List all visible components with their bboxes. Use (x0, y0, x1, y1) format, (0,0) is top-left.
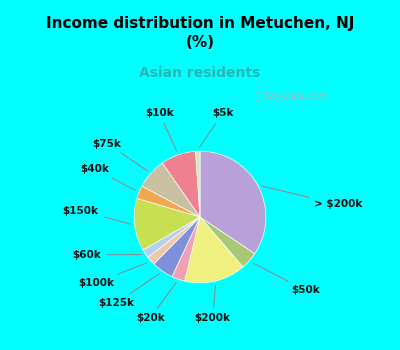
Text: $150k: $150k (63, 206, 131, 224)
Wedge shape (134, 198, 200, 250)
Text: $20k: $20k (136, 282, 176, 323)
Text: $50k: $50k (253, 263, 320, 295)
Text: Income distribution in Metuchen, NJ
(%): Income distribution in Metuchen, NJ (%) (46, 16, 354, 50)
Wedge shape (137, 186, 200, 217)
Wedge shape (154, 217, 200, 276)
Text: $100k: $100k (78, 262, 147, 288)
Wedge shape (200, 151, 266, 254)
Wedge shape (148, 217, 200, 264)
Wedge shape (196, 151, 200, 217)
Text: $40k: $40k (80, 164, 136, 190)
Wedge shape (142, 163, 200, 217)
Text: $200k: $200k (195, 285, 231, 323)
Text: $5k: $5k (199, 108, 234, 148)
Text: Asian residents: Asian residents (139, 66, 261, 80)
Text: $10k: $10k (145, 108, 177, 151)
Wedge shape (200, 217, 255, 267)
Wedge shape (143, 217, 200, 257)
Wedge shape (184, 217, 243, 283)
Wedge shape (172, 217, 200, 281)
Text: $125k: $125k (98, 274, 159, 308)
Text: $75k: $75k (92, 139, 148, 171)
Text: Ⓣ City-Data.com: Ⓣ City-Data.com (256, 92, 328, 101)
Wedge shape (162, 151, 200, 217)
Text: > $200k: > $200k (262, 186, 362, 209)
Text: $60k: $60k (72, 250, 142, 260)
